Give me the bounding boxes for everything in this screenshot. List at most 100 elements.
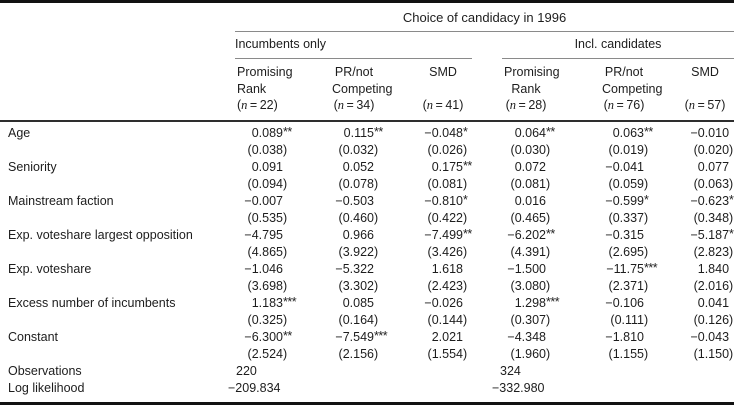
group-spacer — [0, 32, 235, 60]
coef-cell: −0.599* — [605, 192, 649, 208]
se-cell: (2.695) — [608, 244, 649, 259]
coef-row: Constant −6.300** −7.549*** 2.021 −4.348 −1.8… — [0, 329, 734, 346]
column-header-5: PR/not Competing (n = 76) — [555, 59, 662, 122]
row-label-empty — [0, 176, 235, 193]
row-label: Exp. voteshare — [8, 261, 92, 276]
column-header-3: SMD (n = 41) — [383, 59, 472, 122]
se-cell: (0.164) — [338, 312, 379, 327]
se-row: (0.094) (0.078) (0.081) (0.081) (0.059) (0.06… — [0, 176, 734, 193]
n-symbol: n — [426, 98, 434, 112]
se-cell: (3.080) — [510, 278, 551, 293]
se-cell: (4.391) — [510, 244, 551, 259]
se-cell: (0.081) — [510, 176, 551, 191]
column-header-line: Rank — [511, 81, 541, 96]
column-header-line: PR/not — [604, 65, 644, 79]
n-symbol: n — [337, 98, 345, 112]
coef-row: Age 0.089** 0.115** −0.048* 0.064** 0.063** −0… — [0, 121, 734, 142]
coef-cell: 1.618 — [431, 261, 463, 276]
column-header-line: Promising — [237, 65, 293, 79]
coef-cell: 0.063** — [612, 124, 654, 140]
table-title: Choice of candidacy in 1996 — [235, 4, 734, 32]
se-cell: (0.307) — [510, 312, 551, 327]
se-cell: (0.059) — [608, 176, 649, 191]
column-header-6: SMD (n = 57) — [653, 59, 734, 122]
coef-cell: 0.041 — [697, 295, 730, 310]
coef-cell: −0.007 — [244, 193, 283, 208]
coef-cell: 0.052 — [342, 159, 374, 174]
se-cell: (2.524) — [247, 346, 288, 361]
row-label-empty — [0, 142, 235, 159]
coef-cell: −0.503 — [335, 193, 374, 208]
coef-cell: 0.089** — [251, 124, 293, 140]
column-header-text: PR/not Competing (n = 34) — [332, 64, 392, 114]
se-cell: (3.922) — [338, 244, 379, 259]
coef-cell: −4.795 — [244, 227, 283, 242]
column-header-text: PR/not Competing (n = 76) — [602, 64, 662, 114]
n-symbol: n — [509, 98, 517, 112]
se-cell: (0.094) — [247, 176, 288, 191]
se-row: (2.524) (2.156) (1.554) (1.960) (1.155) (1.15… — [0, 346, 734, 363]
column-header-1: Promising Rank (n = 22) — [235, 59, 293, 122]
coef-cell: 1.840 — [697, 261, 730, 276]
coef-cell: −0.623* — [690, 192, 734, 208]
se-cell: (0.019) — [608, 142, 649, 157]
table-header: Choice of candidacy in 1996 Incumbents o… — [0, 4, 734, 122]
row-label-empty — [0, 312, 235, 329]
column-header-line: Rank — [237, 81, 267, 96]
row-label: Excess number of incumbents — [8, 295, 176, 310]
column-header-text: Promising Rank (n = 28) — [504, 64, 560, 114]
coef-cell: −0.315 — [605, 227, 644, 242]
se-cell: (0.032) — [338, 142, 379, 157]
se-cell: (2.423) — [427, 278, 468, 293]
column-n-count: (n = 22) — [237, 98, 278, 112]
se-cell: (0.325) — [247, 312, 288, 327]
n-symbol: n — [688, 98, 696, 112]
coef-cell: −0.106 — [605, 295, 644, 310]
coef-cell: −7.549*** — [335, 328, 388, 344]
n-symbol: n — [607, 98, 615, 112]
summary-value: −209.834 — [228, 380, 472, 397]
se-cell: (2.371) — [608, 278, 649, 293]
se-cell: (2.156) — [338, 346, 379, 361]
se-cell: (0.535) — [247, 210, 288, 225]
table-body: Age 0.089** 0.115** −0.048* 0.064** 0.063** −0… — [0, 121, 734, 397]
row-label: Age — [8, 125, 31, 140]
se-cell: (0.038) — [247, 142, 288, 157]
column-header-row: Promising Rank (n = 22) PR/not Competing (n =… — [0, 59, 734, 122]
coef-cell: −1.500 — [507, 261, 546, 276]
column-header-2: PR/not Competing (n = 34) — [292, 59, 392, 122]
se-cell: (0.081) — [427, 176, 468, 191]
se-cell: (2.823) — [693, 244, 734, 259]
se-cell: (4.865) — [247, 244, 288, 259]
se-cell: (0.144) — [427, 312, 468, 327]
coef-cell: 1.298*** — [514, 294, 560, 310]
coef-cell: −11.75*** — [606, 260, 658, 276]
column-header-line: Promising — [504, 65, 560, 79]
coef-cell: 0.072 — [514, 159, 546, 174]
se-cell: (1.960) — [510, 346, 551, 361]
se-row: (4.865) (3.922) (3.426) (4.391) (2.695) (2.82… — [0, 244, 734, 261]
regression-table: Choice of candidacy in 1996 Incumbents o… — [0, 4, 734, 397]
coef-cell: 2.021 — [431, 329, 463, 344]
se-cell: (3.698) — [247, 278, 288, 293]
row-label-empty — [0, 244, 235, 261]
summary-row: Observations 220 324 — [0, 363, 734, 380]
column-n-count: (n = 76) — [603, 98, 645, 112]
row-label-empty — [0, 346, 235, 363]
column-n-count: (n = 41) — [422, 98, 464, 112]
column-header-text: Promising Rank (n = 22) — [235, 64, 293, 114]
coef-cell: 0.077 — [697, 159, 730, 174]
se-cell: (0.126) — [693, 312, 734, 327]
se-cell: (0.030) — [510, 142, 551, 157]
row-label: Exp. voteshare largest opposition — [8, 227, 193, 242]
se-cell: (0.337) — [608, 210, 649, 225]
coef-row: Exp. voteshare largest opposition −4.795 0… — [0, 227, 734, 244]
se-cell: (0.078) — [338, 176, 379, 191]
se-cell: (0.465) — [510, 210, 551, 225]
summary-value-text: 324 — [500, 363, 521, 378]
coef-row: Mainstream faction −0.007 −0.503 −0.810* 0.0… — [0, 193, 734, 210]
column-header-line — [421, 81, 465, 98]
se-cell: (3.426) — [427, 244, 468, 259]
se-cell: (0.020) — [693, 142, 734, 157]
